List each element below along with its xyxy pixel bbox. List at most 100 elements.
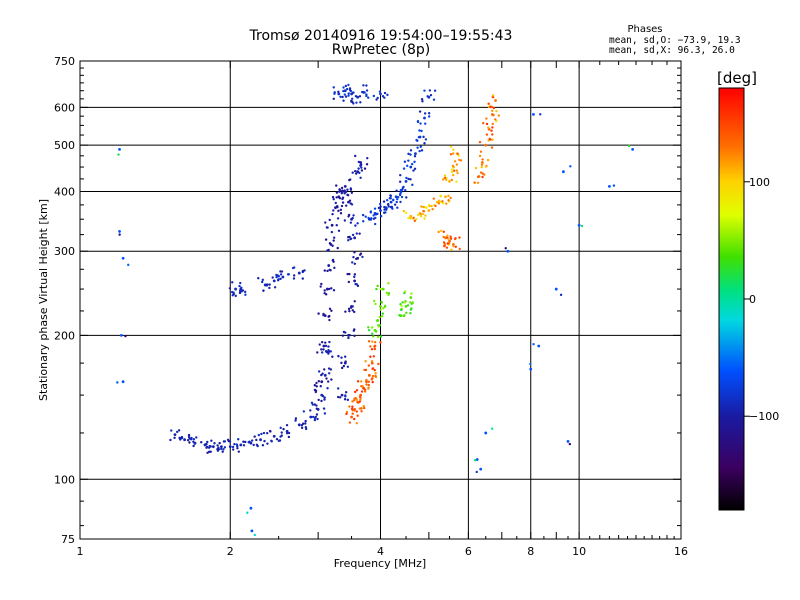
data-point-scatter [169, 438, 172, 442]
data-point-scatter [355, 232, 358, 235]
data-point-scatter [340, 192, 343, 195]
data-point-scatter [326, 386, 329, 390]
data-point-scatter [320, 282, 323, 286]
data-point-scatter [495, 109, 498, 113]
data-point [239, 443, 243, 447]
data-point-scatter [374, 374, 377, 378]
data-point-scatter [404, 188, 407, 192]
y-tick-label: 750 [54, 55, 75, 68]
data-point-scatter [420, 149, 424, 152]
data-point-scatter [423, 217, 426, 220]
data-point-scatter [379, 214, 383, 218]
data-point-scatter [445, 202, 448, 205]
data-point-scatter [490, 105, 494, 109]
data-point-scatter [367, 218, 371, 221]
data-point-scatter [242, 444, 246, 447]
data-point-scatter [304, 426, 308, 429]
data-point-scatter [416, 146, 419, 149]
data-point-scatter [333, 92, 336, 95]
data-point-scatter [352, 214, 355, 217]
data-point-scatter [353, 262, 357, 265]
data-point [356, 400, 360, 404]
data-point-scatter [287, 435, 291, 439]
data-point-scatter [332, 239, 335, 242]
data-point [272, 434, 276, 438]
data-point [484, 143, 488, 147]
data-point-scatter [321, 372, 324, 375]
data-point-scatter [491, 133, 494, 136]
data-point [325, 287, 329, 291]
data-point-scatter [187, 435, 191, 439]
data-point-scatter [353, 334, 356, 338]
data-point-scatter [491, 126, 494, 129]
data-point-scatter [458, 158, 461, 162]
data-point-scatter [454, 236, 457, 240]
data-point-scatter [429, 93, 433, 97]
data-point-scatter [364, 368, 368, 372]
data-point-scatter [291, 266, 295, 270]
data-point-scatter [487, 102, 490, 105]
data-point [384, 206, 388, 210]
data-point-scatter [421, 100, 424, 103]
data-point [334, 206, 337, 210]
data-point-scatter [451, 164, 455, 168]
data-point-scatter [242, 440, 245, 443]
data-point-scatter [304, 422, 307, 425]
data-point-scatter [382, 307, 385, 310]
data-point-scatter [323, 289, 326, 292]
data-point [566, 440, 570, 443]
data-point-scatter [379, 287, 383, 291]
data-point-scatter [252, 443, 255, 447]
data-point-scatter [302, 410, 306, 413]
data-point-scatter [287, 431, 291, 435]
data-point-scatter [353, 273, 357, 276]
series-group [402, 145, 463, 223]
data-point-scatter [276, 279, 280, 282]
data-point [479, 467, 483, 471]
data-point-scatter [399, 200, 402, 204]
data-point-scatter [117, 153, 120, 156]
data-point [343, 89, 347, 93]
data-point-scatter [223, 446, 227, 449]
data-point-scatter [409, 178, 412, 181]
data-point-scatter [490, 146, 494, 149]
data-point-scatter [371, 332, 374, 335]
data-point-scatter [447, 194, 450, 198]
series-group [437, 94, 501, 252]
data-point-scatter [458, 247, 461, 251]
data-point-scatter [341, 197, 344, 201]
data-point-scatter [193, 442, 196, 445]
data-point-scatter [491, 94, 495, 97]
data-point-scatter [431, 208, 434, 211]
data-point-scatter [423, 89, 426, 92]
data-point-scatter [356, 284, 360, 288]
data-point-scatter [315, 413, 319, 416]
data-point-scatter [383, 211, 386, 214]
data-point-scatter [323, 396, 326, 399]
data-point-scatter [353, 310, 356, 314]
data-point-scatter [222, 448, 225, 451]
data-point-scatter [355, 421, 358, 425]
data-point-scatter [321, 394, 325, 398]
data-point-scatter [424, 122, 427, 125]
data-point-scatter [344, 391, 348, 394]
data-point-scatter [420, 205, 423, 208]
data-point-scatter [439, 195, 442, 198]
data-point-scatter [359, 396, 362, 399]
data-point-scatter [365, 94, 368, 98]
data-point-scatter [173, 436, 176, 440]
data-point-scatter [316, 351, 319, 354]
data-point-scatter [375, 287, 378, 291]
data-point-scatter [240, 286, 243, 290]
data-point-scatter [192, 444, 195, 448]
data-point-scatter [373, 347, 377, 351]
data-point-scatter [192, 438, 196, 441]
data-point-scatter [372, 94, 376, 98]
data-point-scatter [418, 110, 422, 113]
data-point-scatter [311, 415, 315, 419]
data-point-scatter [315, 381, 318, 385]
data-point-scatter [339, 396, 342, 399]
data-point-scatter [421, 212, 424, 216]
data-point-scatter [347, 215, 350, 218]
data-point-scatter [491, 109, 494, 113]
